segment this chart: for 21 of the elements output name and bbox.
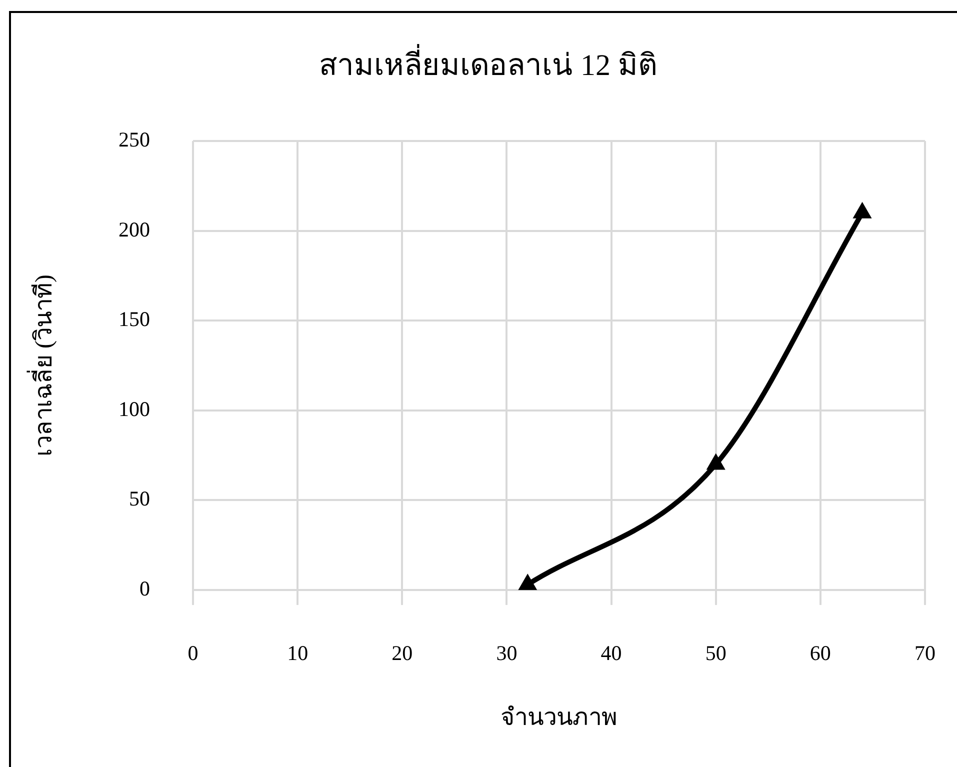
- chart-border: จำนวนภาพ เวลาเฉลี่ย (วินาที) 0 10 20 30 40 50 60 70 0 50 100 150 200 250 สามเหลี่ยมเดอลาเน่ 12 มิติ: [9, 11, 957, 767]
- point: [518, 574, 538, 590]
- x-axis-title: จำนวนภาพ: [500, 704, 618, 731]
- x-tick-label: 70: [914, 641, 936, 666]
- x-tick-label: 40: [600, 641, 622, 666]
- x-tick-label: 10: [287, 641, 308, 666]
- y-tick-label: 150: [118, 307, 150, 332]
- x-tick-label: 30: [496, 641, 518, 666]
- y-tick-label: 0: [140, 576, 150, 601]
- y-tick-label: 250: [118, 128, 150, 152]
- point: [706, 453, 726, 470]
- x-tick-label: 20: [392, 641, 413, 666]
- y-tick-label: 100: [118, 396, 150, 421]
- y-axis-title: เวลาเฉลี่ย (วินาที): [26, 274, 58, 456]
- x-tick-label: 60: [810, 641, 831, 666]
- y-tick-label: 50: [129, 486, 150, 511]
- point: [852, 202, 872, 218]
- x-tick-label: 0: [188, 641, 198, 666]
- chart-title: สามเหลี่ยมเดอลาเน่ 12 มิติ: [319, 44, 657, 82]
- x-tick-label: 50: [705, 641, 726, 666]
- y-tick-label: 200: [118, 217, 150, 242]
